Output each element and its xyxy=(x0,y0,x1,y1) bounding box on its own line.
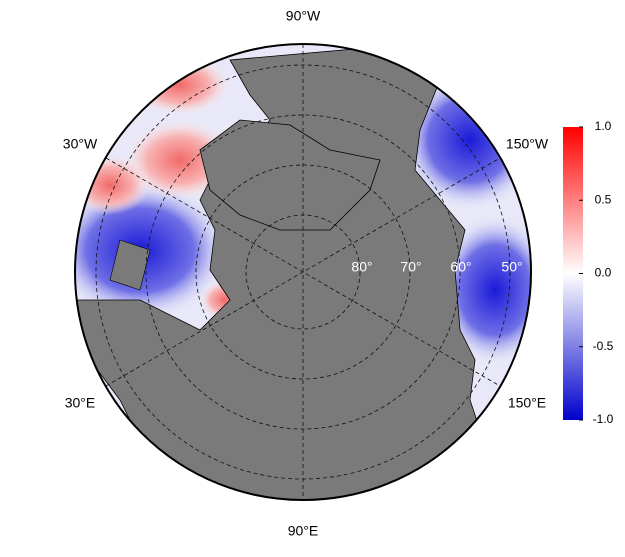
colorbar-tick-label: -1.0 xyxy=(593,412,614,426)
colorbar-tick-label: 1.0 xyxy=(595,119,612,133)
latitude-label: 50° xyxy=(501,259,522,275)
longitude-label: 90°E xyxy=(288,523,319,539)
colorbar-tick-label: 0.0 xyxy=(595,266,612,280)
longitude-label: 30°W xyxy=(63,136,98,152)
latitude-label: 70° xyxy=(400,259,421,275)
longitude-label: 30°E xyxy=(65,395,96,411)
latitude-label: 60° xyxy=(450,259,471,275)
longitude-label: 90°W xyxy=(286,8,321,24)
colorbar-tick-label: 0.5 xyxy=(595,192,612,206)
longitude-label: 150°W xyxy=(506,136,549,152)
latitude-label: 80° xyxy=(351,259,372,275)
longitude-label: 150°E xyxy=(508,395,546,411)
colorbar-tick-label: -0.5 xyxy=(593,339,614,353)
colorbar xyxy=(563,127,583,420)
map-disk xyxy=(75,44,531,500)
map-border xyxy=(74,43,532,501)
